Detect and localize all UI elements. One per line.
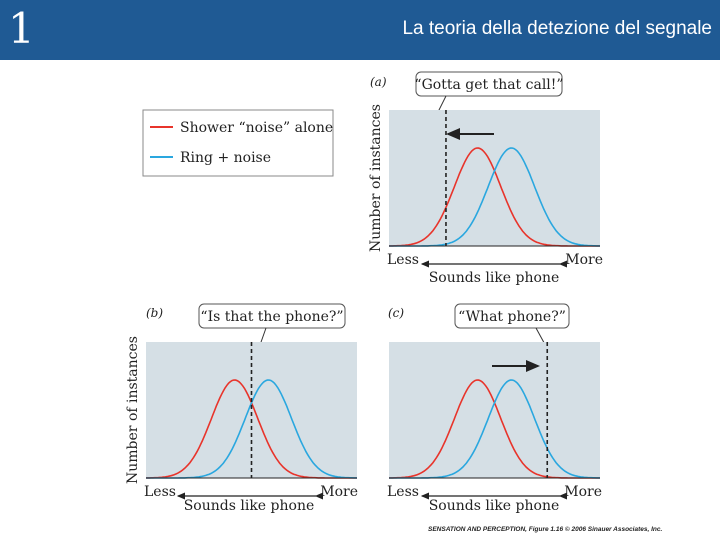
panel-c-caption: “What phone?”: [458, 309, 566, 325]
panel-b-x-less: Less: [144, 484, 176, 500]
panel-a-caption-pointer: [437, 95, 447, 113]
panel-b-ylabel: Number of instances: [125, 336, 141, 484]
panel-b-xlabel: Sounds like phone: [184, 498, 315, 514]
panel-c: (c) “What phone?” Less More Sounds like …: [387, 303, 602, 514]
panel-a-ylabel: Number of instances: [368, 104, 384, 252]
panel-b-caption-box: [198, 303, 346, 329]
panel-a-caption: “Gotta get that call!”: [414, 77, 563, 93]
slide-header: 1 La teoria della detezione del segnale: [0, 0, 720, 60]
panel-b-caption: “Is that the phone?”: [200, 309, 343, 325]
panel-a: (a) “Gotta get that call!” Number of ins…: [368, 71, 603, 286]
panel-a-caption-box: [415, 71, 563, 97]
panel-a-letter: (a): [370, 75, 387, 89]
panel-b: (b) “Is that the phone?” Number of insta…: [125, 303, 358, 514]
slide-title: La teoria della detezione del segnale: [402, 18, 712, 39]
panel-a-plot-bg: [389, 110, 600, 246]
figure-credit: SENSATION AND PERCEPTION, Figure 1.16 © …: [428, 526, 663, 533]
legend: Shower “noise” alone Ring + noise: [142, 109, 334, 177]
panel-c-x-less: Less: [387, 484, 419, 500]
legend-label-noise: Shower “noise” alone: [180, 120, 333, 136]
panel-b-x-more: More: [320, 484, 358, 500]
panel-a-xlabel: Sounds like phone: [429, 270, 560, 286]
panel-a-x-less: Less: [387, 252, 419, 268]
chapter-number: 1: [8, 4, 35, 53]
panel-c-xlabel: Sounds like phone: [429, 498, 560, 514]
panel-c-x-more: More: [564, 484, 602, 500]
panel-b-letter: (b): [146, 306, 163, 320]
panel-c-caption-box: [454, 303, 570, 329]
panel-c-letter: (c): [388, 306, 404, 320]
legend-label-signal: Ring + noise: [180, 150, 271, 166]
panel-c-plot-bg: [389, 342, 600, 478]
legend-box: [142, 109, 334, 177]
panel-a-x-more: More: [565, 252, 603, 268]
